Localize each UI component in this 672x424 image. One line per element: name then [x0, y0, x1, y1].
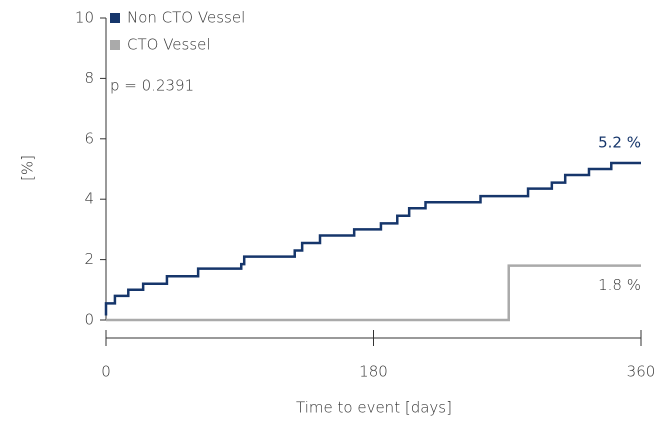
x-tick-label: 0 — [101, 363, 111, 381]
y-tick-label: 2 — [84, 250, 94, 268]
legend-label: Non CTO Vessel — [127, 9, 245, 27]
y-tick-label: 6 — [84, 129, 94, 147]
y-tick-label: 0 — [84, 311, 94, 329]
step-line — [104, 161, 641, 316]
y-axis-label: [%] — [19, 155, 37, 181]
y-tick-label: 8 — [84, 69, 94, 87]
x-tick-label: 360 — [627, 363, 656, 381]
y-tick-label: 4 — [84, 190, 94, 208]
annotation: p = 0.2391 — [110, 77, 194, 95]
legend-swatch — [110, 40, 120, 50]
step-line — [106, 264, 641, 322]
y-tick-label: 10 — [75, 9, 94, 27]
value-label: 1.8 % — [598, 276, 641, 294]
x-tick-label: 180 — [359, 363, 388, 381]
value-label: 5.2 % — [598, 133, 641, 151]
legend-label: CTO Vessel — [127, 36, 211, 54]
x-axis-label: Time to event [days] — [296, 399, 452, 417]
legend-swatch — [110, 13, 120, 23]
